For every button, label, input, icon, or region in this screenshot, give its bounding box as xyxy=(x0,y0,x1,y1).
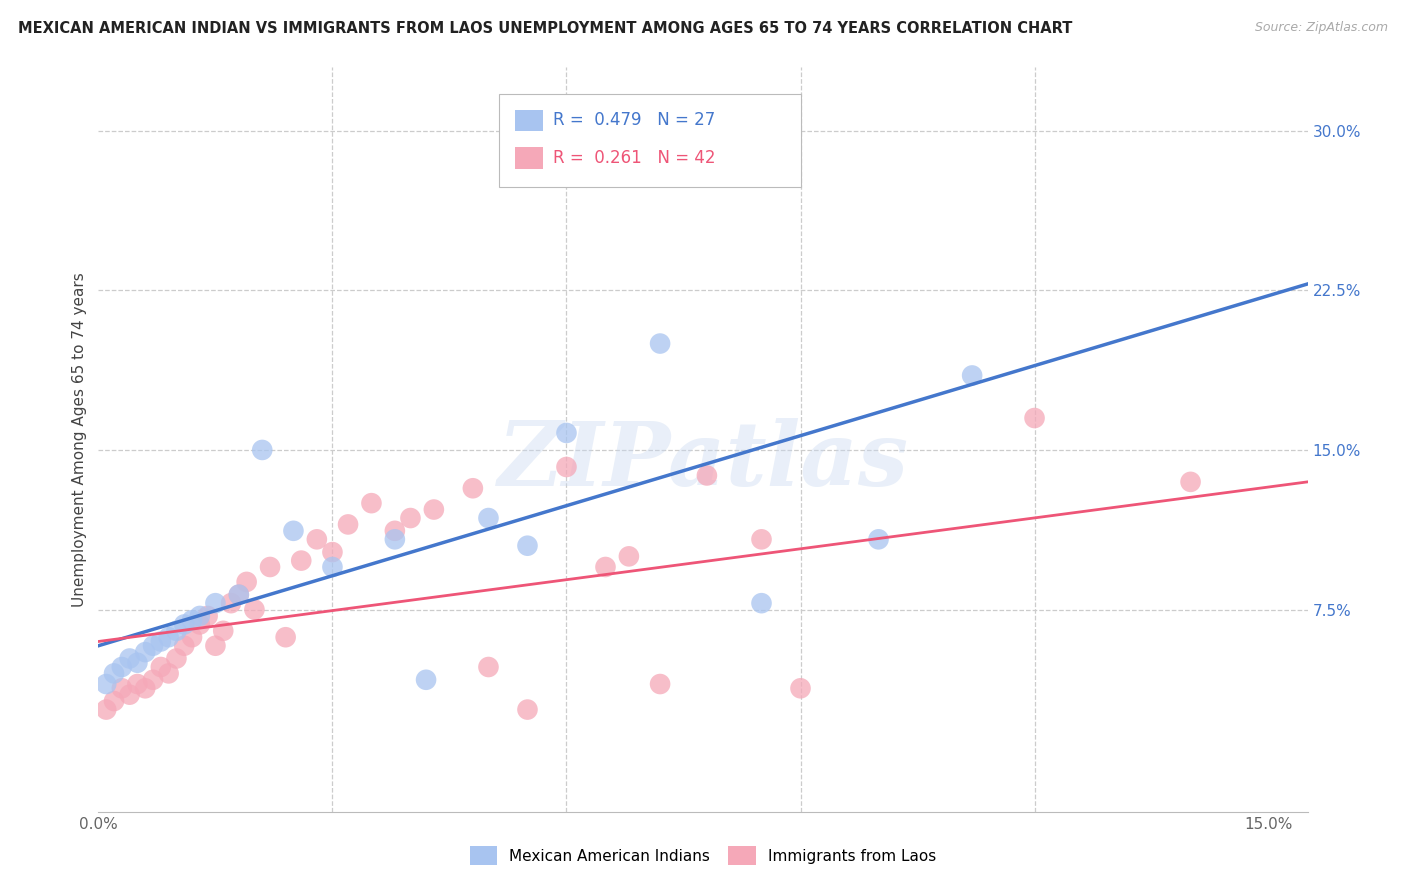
Point xyxy=(274,630,297,644)
Text: R =  0.479   N = 27: R = 0.479 N = 27 xyxy=(553,112,714,129)
Point xyxy=(477,660,499,674)
Point xyxy=(181,630,204,644)
Point xyxy=(134,645,156,659)
Point xyxy=(142,639,165,653)
Point xyxy=(415,673,437,687)
Point xyxy=(103,666,125,681)
Point xyxy=(204,596,226,610)
Point xyxy=(461,481,484,495)
Point xyxy=(149,634,172,648)
Point xyxy=(111,660,134,674)
Point xyxy=(423,502,446,516)
Point xyxy=(384,524,406,538)
Point xyxy=(188,617,211,632)
Point xyxy=(555,460,578,475)
Point xyxy=(181,613,204,627)
Point xyxy=(228,588,250,602)
Point xyxy=(648,336,671,351)
Point xyxy=(243,602,266,616)
Text: MEXICAN AMERICAN INDIAN VS IMMIGRANTS FROM LAOS UNEMPLOYMENT AMONG AGES 65 TO 74: MEXICAN AMERICAN INDIAN VS IMMIGRANTS FR… xyxy=(18,21,1073,36)
Point xyxy=(235,574,257,589)
Point xyxy=(283,524,305,538)
Point xyxy=(142,673,165,687)
Point xyxy=(960,368,983,383)
Point xyxy=(149,660,172,674)
Point xyxy=(197,609,219,624)
Point xyxy=(384,533,406,547)
Point xyxy=(555,425,578,440)
Point xyxy=(173,639,195,653)
Point xyxy=(212,624,235,638)
Point xyxy=(617,549,640,564)
Point xyxy=(96,702,118,716)
Text: ZIPatlas: ZIPatlas xyxy=(498,418,908,505)
Point xyxy=(228,588,250,602)
Point xyxy=(516,702,538,716)
Point xyxy=(188,609,211,624)
Point xyxy=(399,511,422,525)
Point xyxy=(165,651,187,665)
Point xyxy=(516,539,538,553)
Point xyxy=(1180,475,1202,489)
Point xyxy=(337,517,360,532)
Point xyxy=(360,496,382,510)
Point xyxy=(321,560,343,574)
Point xyxy=(111,681,134,696)
Point xyxy=(127,656,149,670)
Point xyxy=(321,545,343,559)
Text: Source: ZipAtlas.com: Source: ZipAtlas.com xyxy=(1254,21,1388,34)
Point xyxy=(118,651,141,665)
Point xyxy=(219,596,242,610)
Point xyxy=(477,511,499,525)
Text: R =  0.261   N = 42: R = 0.261 N = 42 xyxy=(553,149,716,167)
Point xyxy=(103,694,125,708)
Point xyxy=(252,442,274,457)
Point xyxy=(696,468,718,483)
Point xyxy=(1024,411,1046,425)
Point xyxy=(204,639,226,653)
Point xyxy=(648,677,671,691)
Point xyxy=(751,596,773,610)
Point xyxy=(157,666,180,681)
Point xyxy=(595,560,617,574)
Legend: Mexican American Indians, Immigrants from Laos: Mexican American Indians, Immigrants fro… xyxy=(464,840,942,871)
Point xyxy=(290,553,312,567)
Point xyxy=(305,533,328,547)
Y-axis label: Unemployment Among Ages 65 to 74 years: Unemployment Among Ages 65 to 74 years xyxy=(72,272,87,607)
Point xyxy=(127,677,149,691)
Point xyxy=(134,681,156,696)
Point xyxy=(751,533,773,547)
Point xyxy=(96,677,118,691)
Point xyxy=(118,688,141,702)
Point xyxy=(789,681,811,696)
Point xyxy=(173,617,195,632)
Point xyxy=(157,630,180,644)
Point xyxy=(259,560,281,574)
Point xyxy=(165,624,187,638)
Point xyxy=(868,533,890,547)
